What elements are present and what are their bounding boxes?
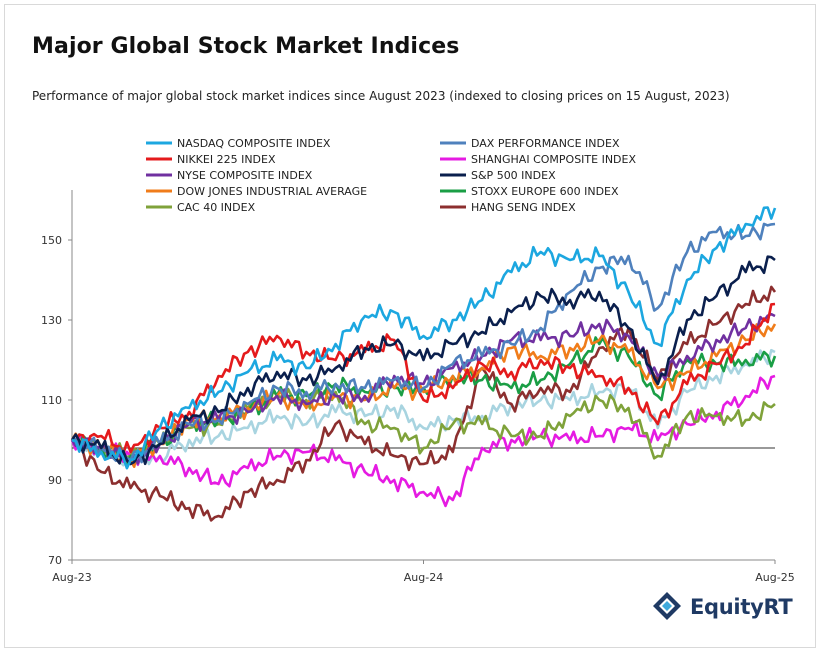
legend-label: S&P 500 INDEX <box>471 169 556 182</box>
y-tick-label: 130 <box>41 314 62 327</box>
legend-label: NASDAQ COMPOSITE INDEX <box>177 137 331 150</box>
legend-label: NYSE COMPOSITE INDEX <box>177 169 313 182</box>
series-line-hang-seng-index <box>71 285 777 522</box>
series-line-cac-40-index <box>71 387 776 463</box>
chart-frame <box>4 4 816 648</box>
legend-label: DOW JONES INDUSTRIAL AVERAGE <box>177 185 367 198</box>
series-line-unnamed <box>70 348 776 467</box>
series-line-dax-performance-index <box>71 222 776 464</box>
legend-label: DAX PERFORMANCE INDEX <box>471 137 620 150</box>
legend-label: HANG SENG INDEX <box>471 201 576 214</box>
series-line-shanghai-composite-index <box>70 374 776 508</box>
legend-label: STOXX EUROPE 600 INDEX <box>471 185 619 198</box>
x-tick-label: Aug-25 <box>755 571 794 584</box>
legend-label: CAC 40 INDEX <box>177 201 256 214</box>
equityrt-logo-icon <box>653 592 681 620</box>
x-tick-label: Aug-24 <box>404 571 443 584</box>
series-line-s-p-500-index <box>70 255 776 466</box>
y-tick-label: 90 <box>48 474 62 487</box>
series-line-nikkei-225-index <box>71 302 776 456</box>
legend-label: SHANGHAI COMPOSITE INDEX <box>471 153 636 166</box>
chart-subtitle: Performance of major global stock market… <box>32 89 730 103</box>
chart-title: Major Global Stock Market Indices <box>32 34 460 59</box>
y-tick-label: 70 <box>48 554 62 567</box>
equityrt-logo: EquityRT <box>650 590 793 624</box>
logo-text: EquityRT <box>690 595 793 619</box>
series-line-nasdaq-composite-index <box>71 206 777 470</box>
x-tick-label: Aug-23 <box>52 571 91 584</box>
y-tick-label: 110 <box>41 394 62 407</box>
y-tick-label: 150 <box>41 234 62 247</box>
legend-label: NIKKEI 225 INDEX <box>177 153 276 166</box>
